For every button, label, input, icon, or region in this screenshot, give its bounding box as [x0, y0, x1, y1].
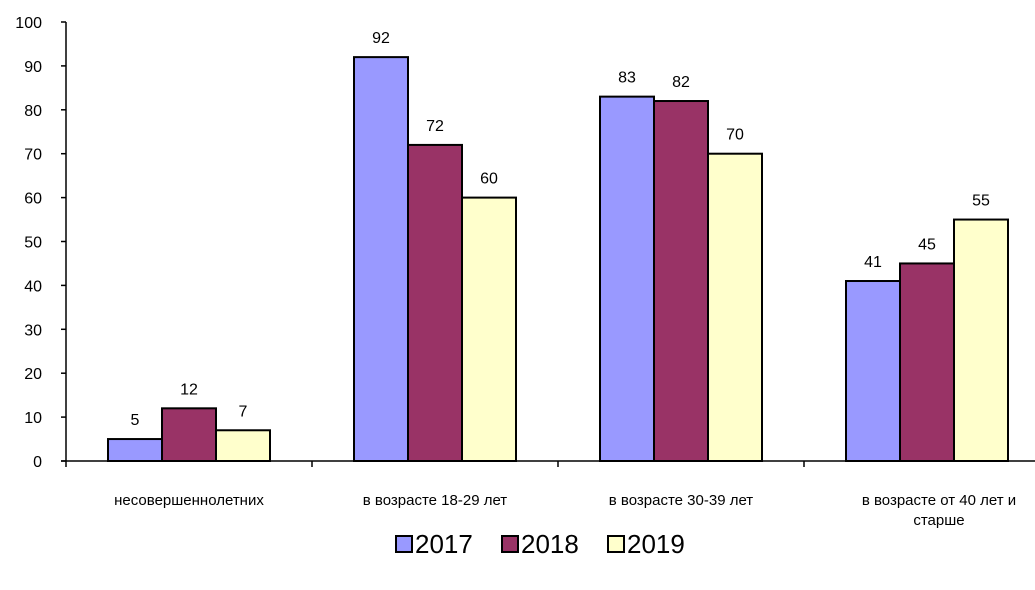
chart-axes: 0 10 20 30 40 50 60 70 80 90 100 несовершеннолетних… — [15, 15, 1035, 529]
bar-2017 — [353, 56, 409, 463]
y-tick-label: 60 — [24, 191, 42, 208]
y-tick-label: 10 — [24, 410, 42, 427]
data-label: 7 — [239, 403, 248, 420]
x-category-label: в возрасте 30-39 лет — [609, 492, 754, 509]
legend-label-2018: 2018 — [521, 529, 579, 559]
data-label: 55 — [972, 193, 990, 210]
x-category-label-line: в возрасте 30-39 лет — [609, 492, 754, 509]
data-label: 72 — [426, 118, 444, 135]
y-tick-label: 0 — [33, 454, 42, 471]
data-label: 5 — [131, 412, 140, 429]
x-category-label-line: в возрасте 18-29 лет — [363, 492, 508, 509]
bar-2018 — [407, 143, 463, 462]
y-tick-label: 70 — [24, 147, 42, 164]
y-tick-label: 30 — [24, 322, 42, 339]
legend-swatch-2017 — [395, 535, 413, 553]
data-label: 83 — [618, 70, 636, 87]
bar-2017 — [845, 280, 901, 463]
data-label: 12 — [180, 381, 198, 398]
bar-2019 — [461, 196, 517, 462]
bar-2019 — [953, 218, 1009, 462]
chart-data-labels: 5 92 83 41 12 72 82 45 7 60 70 55 — [131, 30, 990, 429]
data-label: 45 — [918, 236, 936, 253]
bar-2017 — [107, 438, 163, 462]
bar-2018 — [161, 407, 217, 463]
y-tick-label: 90 — [24, 59, 42, 76]
bar-2018 — [653, 100, 709, 463]
legend-swatch-2018 — [501, 535, 519, 553]
y-tick-label: 80 — [24, 103, 42, 120]
data-label: 41 — [864, 254, 882, 271]
x-category-label-line: старше — [913, 512, 964, 529]
x-category-label: в возрасте от 40 лет и старше — [862, 492, 1016, 529]
x-category-label: несовершеннолетних — [114, 492, 264, 509]
data-label: 60 — [480, 171, 498, 188]
chart-legend: 2017 2018 2019 — [395, 529, 685, 559]
bar-2018 — [899, 262, 955, 463]
legend-label-2019: 2019 — [627, 529, 685, 559]
y-tick-label: 100 — [15, 15, 42, 32]
x-category-label: в возрасте 18-29 лет — [363, 492, 508, 509]
bar-2019 — [215, 429, 271, 462]
legend-label-2017: 2017 — [415, 529, 473, 559]
bar-2019 — [707, 152, 763, 462]
legend-swatch-2019 — [607, 535, 625, 553]
data-label: 82 — [672, 74, 690, 91]
data-label: 92 — [372, 30, 390, 47]
y-tick-label: 20 — [24, 366, 42, 383]
y-tick-label: 50 — [24, 235, 42, 252]
data-label: 70 — [726, 127, 744, 144]
x-category-label-line: в возрасте от 40 лет и — [862, 492, 1016, 509]
x-category-label-line: несовершеннолетних — [114, 492, 264, 509]
bar-2017 — [599, 95, 655, 462]
chart-bars — [107, 56, 1009, 463]
y-tick-label: 40 — [24, 278, 42, 295]
